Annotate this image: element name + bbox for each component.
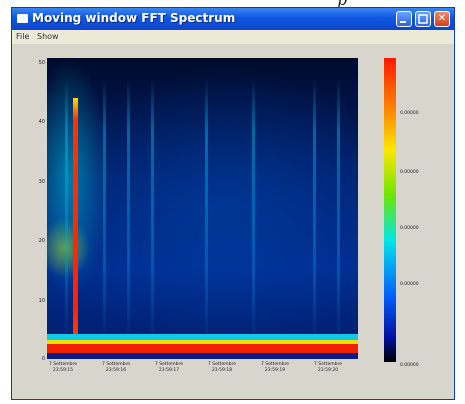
y-tick-label: 20 [38,238,45,244]
y-tick-label: 30 [38,179,45,185]
close-button[interactable]: ✕ [434,11,450,27]
low-frequency-band [47,344,358,353]
x-tick-label: 7 Settembre 23:59:17 [155,362,183,373]
spectrogram-plot[interactable] [47,58,358,359]
x-tick-label: 7 Settembre 23:59:19 [261,362,289,373]
x-tick-label: 7 Settembre 23:59:16 [102,362,130,373]
low-frequency-band [47,340,358,344]
x-tick-label: 7 Settembre 23:59:15 [49,362,77,373]
spectral-streak [151,78,154,348]
close-icon: ✕ [437,13,447,24]
colorbar-tick-label: 0.00000 [400,282,419,287]
spectral-streak [252,78,255,348]
title-bar[interactable]: Moving window FFT Spectrum ✕ [12,8,454,30]
maximize-icon [418,14,428,24]
y-tick-label: 0 [41,356,45,362]
colorbar-tick-label: 0.00000 [400,170,419,175]
window-title: Moving window FFT Spectrum [32,11,236,25]
menu-bar: File Show [12,30,454,44]
minimize-button[interactable] [396,11,412,27]
spectral-red-line [73,98,78,359]
x-tick-label: 7 Settembre 23:59:20 [314,362,342,373]
x-tick-label: 7 Settembre 23:59:18 [208,362,236,373]
spectral-streak [205,78,208,348]
colorbar-tick-label: 0.00000 [400,226,419,231]
low-frequency-band [47,353,358,359]
minimize-icon [400,21,406,23]
page-caption: p [337,0,347,8]
colorbar-tick-label: 0.00000 [400,111,419,116]
spectral-streak [313,78,316,348]
menu-show[interactable]: Show [37,32,59,41]
maximize-button[interactable] [415,11,431,27]
colorbar [384,58,396,362]
spectral-streak [103,78,106,348]
menu-file[interactable]: File [16,32,30,41]
y-tick-label: 40 [38,119,45,125]
spectrogram-image [47,58,358,359]
y-tick-label: 50 [38,60,45,66]
colorbar-tick-label: 0.00000 [400,363,419,368]
page-caption-strip: p [0,0,465,8]
spectral-streak [127,78,130,348]
y-tick-label: 10 [38,298,45,304]
spectral-streak [65,78,68,348]
spectral-streak [337,78,340,348]
window-app-icon [17,14,28,23]
low-frequency-band [47,334,358,340]
